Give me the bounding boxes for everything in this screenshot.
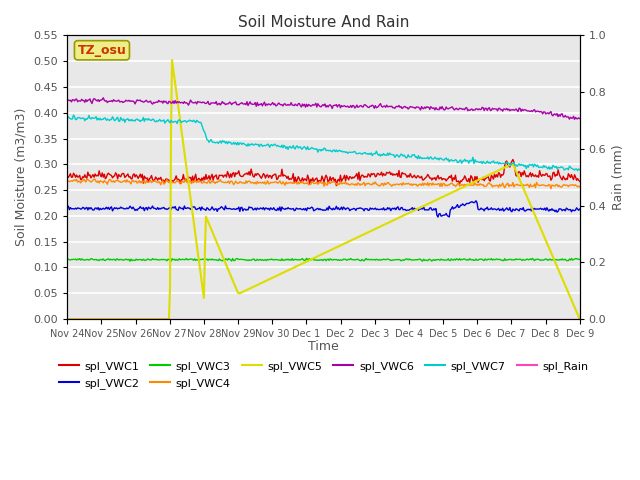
- spl_VWC7: [342, 149, 349, 155]
- spl_Rain: [340, 316, 348, 322]
- spl_VWC6: [571, 117, 579, 122]
- spl_VWC3: [529, 255, 536, 261]
- spl_VWC5: [308, 256, 316, 262]
- spl_VWC2: [486, 206, 493, 212]
- Line: spl_VWC7: spl_VWC7: [67, 115, 580, 170]
- spl_VWC5: [168, 57, 176, 63]
- spl_VWC4: [311, 180, 319, 186]
- spl_VWC3: [566, 256, 573, 262]
- spl_VWC1: [310, 179, 317, 184]
- spl_Rain: [483, 316, 491, 322]
- Line: spl_VWC1: spl_VWC1: [67, 159, 580, 186]
- spl_VWC1: [576, 179, 584, 184]
- spl_VWC1: [63, 173, 71, 179]
- Line: spl_VWC5: spl_VWC5: [67, 60, 580, 319]
- spl_VWC2: [310, 208, 317, 214]
- spl_VWC3: [308, 257, 316, 263]
- spl_VWC7: [576, 167, 584, 172]
- spl_VWC4: [547, 186, 555, 192]
- spl_VWC2: [63, 204, 71, 210]
- spl_VWC6: [564, 114, 572, 120]
- spl_VWC2: [576, 206, 584, 212]
- Line: spl_VWC3: spl_VWC3: [67, 258, 580, 261]
- spl_VWC4: [576, 184, 584, 190]
- spl_Rain: [563, 316, 571, 322]
- spl_VWC1: [369, 171, 377, 177]
- Line: spl_VWC6: spl_VWC6: [67, 98, 580, 120]
- spl_VWC3: [484, 256, 492, 262]
- spl_VWC1: [509, 156, 516, 162]
- spl_VWC2: [369, 205, 376, 211]
- spl_VWC5: [63, 316, 71, 322]
- Y-axis label: Rain (mm): Rain (mm): [612, 144, 625, 210]
- spl_VWC2: [340, 205, 348, 211]
- spl_VWC4: [63, 177, 71, 183]
- spl_VWC5: [576, 316, 584, 322]
- spl_Rain: [63, 316, 71, 322]
- spl_VWC7: [311, 146, 319, 152]
- spl_VWC3: [342, 256, 349, 262]
- spl_VWC1: [566, 173, 573, 179]
- spl_VWC6: [99, 95, 107, 101]
- Y-axis label: Soil Moisture (m3/m3): Soil Moisture (m3/m3): [15, 108, 28, 246]
- Line: spl_VWC2: spl_VWC2: [67, 201, 580, 217]
- spl_Rain: [310, 316, 317, 322]
- Legend: spl_VWC1, spl_VWC2, spl_VWC3, spl_VWC4, spl_VWC5, spl_VWC6, spl_VWC7, spl_Rain: spl_VWC1, spl_VWC2, spl_VWC3, spl_VWC4, …: [54, 357, 593, 393]
- spl_VWC1: [342, 178, 349, 184]
- spl_VWC7: [70, 112, 77, 118]
- spl_VWC4: [342, 179, 349, 185]
- spl_VWC6: [484, 106, 492, 111]
- spl_VWC7: [574, 168, 582, 173]
- spl_VWC6: [308, 103, 316, 108]
- spl_Rain: [576, 316, 584, 322]
- spl_VWC7: [369, 151, 377, 157]
- spl_VWC7: [484, 160, 492, 166]
- spl_VWC3: [369, 257, 377, 263]
- spl_VWC5: [369, 227, 377, 233]
- spl_VWC6: [311, 102, 319, 108]
- Text: TZ_osu: TZ_osu: [77, 44, 126, 57]
- spl_VWC4: [308, 180, 316, 185]
- spl_VWC2: [434, 214, 442, 220]
- spl_VWC2: [472, 198, 480, 204]
- X-axis label: Time: Time: [308, 340, 339, 353]
- spl_VWC1: [333, 183, 340, 189]
- spl_VWC7: [308, 144, 316, 150]
- spl_VWC2: [566, 207, 573, 213]
- Line: spl_VWC4: spl_VWC4: [67, 179, 580, 189]
- spl_VWC1: [484, 174, 492, 180]
- spl_VWC5: [564, 290, 572, 296]
- spl_VWC7: [564, 167, 572, 173]
- spl_VWC6: [342, 104, 349, 109]
- spl_VWC1: [307, 176, 314, 182]
- spl_VWC5: [311, 255, 319, 261]
- spl_Rain: [307, 316, 314, 322]
- spl_VWC4: [182, 176, 189, 181]
- spl_VWC4: [566, 182, 573, 188]
- spl_VWC2: [307, 205, 314, 211]
- spl_Rain: [369, 316, 376, 322]
- spl_VWC7: [63, 114, 71, 120]
- Title: Soil Moisture And Rain: Soil Moisture And Rain: [238, 15, 409, 30]
- spl_VWC5: [484, 172, 492, 178]
- spl_VWC6: [63, 97, 71, 103]
- spl_VWC3: [576, 256, 584, 262]
- spl_VWC4: [484, 180, 492, 186]
- spl_VWC4: [369, 180, 377, 186]
- spl_VWC5: [342, 240, 349, 246]
- spl_VWC3: [167, 258, 175, 264]
- spl_VWC3: [311, 257, 319, 263]
- spl_VWC3: [63, 256, 71, 262]
- spl_VWC6: [369, 103, 377, 109]
- spl_VWC6: [576, 116, 584, 121]
